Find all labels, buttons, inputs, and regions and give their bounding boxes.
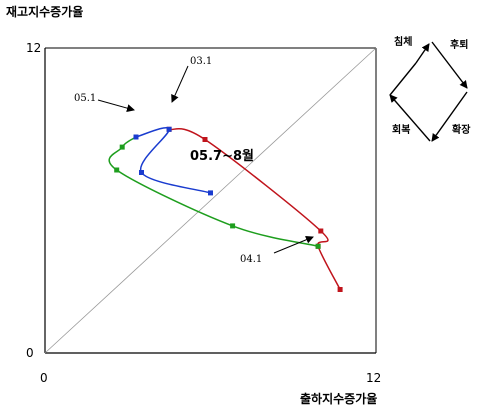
annotation-arrow-05-1 bbox=[97, 99, 135, 112]
annotation-03-1: 03.1 bbox=[190, 56, 212, 67]
y-axis-label: 재고지수증가율 bbox=[6, 4, 83, 19]
series-line-green bbox=[108, 136, 319, 248]
series-line-blue bbox=[135, 127, 211, 194]
data-point-blue-1 bbox=[166, 126, 172, 132]
cycle-diagram: 침체 후퇴 회복 확장 bbox=[389, 35, 471, 142]
data-point-green-3 bbox=[230, 223, 236, 229]
annotation-04-1: 04.1 bbox=[240, 254, 262, 265]
annotation-arrow-03-1 bbox=[171, 65, 189, 103]
data-point-blue-3 bbox=[208, 190, 213, 196]
x-tick-left: 0 bbox=[40, 371, 48, 385]
cycle-line-left-up bbox=[389, 62, 417, 96]
data-point-green-2 bbox=[114, 167, 120, 173]
cycle-arrow-top bbox=[415, 43, 430, 64]
data-point-blue-2 bbox=[139, 170, 144, 175]
series-line-red bbox=[168, 127, 341, 290]
annotation-arrow-04-1 bbox=[273, 235, 314, 254]
cycle-label-recession: 후퇴 bbox=[450, 38, 468, 51]
plot-area bbox=[44, 47, 377, 354]
y-tick-top: 12 bbox=[26, 41, 41, 55]
y-tick-bottom: 0 bbox=[26, 346, 34, 360]
annotation-05-1: 05.1 bbox=[74, 93, 96, 104]
x-tick-right: 12 bbox=[366, 371, 381, 385]
cycle-label-recovery: 회복 bbox=[392, 123, 410, 136]
data-point-blue-0 bbox=[133, 134, 139, 140]
cycle-arrow-left bbox=[389, 94, 431, 142]
reference-diagonal bbox=[44, 47, 377, 354]
cycle-label-stagnation: 침체 bbox=[394, 35, 412, 48]
data-point-red-4 bbox=[337, 287, 343, 292]
data-point-red-1 bbox=[202, 137, 208, 142]
period-label: 05.7~8월 bbox=[190, 148, 254, 164]
series-layer bbox=[108, 126, 343, 292]
data-point-green-1 bbox=[119, 144, 125, 150]
x-axis-label: 출하지수증가율 bbox=[300, 391, 377, 406]
cycle-arrow-right bbox=[431, 41, 468, 89]
cycle-label-expansion: 확장 bbox=[452, 123, 471, 136]
data-point-green-4 bbox=[315, 243, 321, 249]
data-point-red-2 bbox=[318, 228, 324, 234]
cycle-arrow-bottom bbox=[431, 91, 468, 142]
